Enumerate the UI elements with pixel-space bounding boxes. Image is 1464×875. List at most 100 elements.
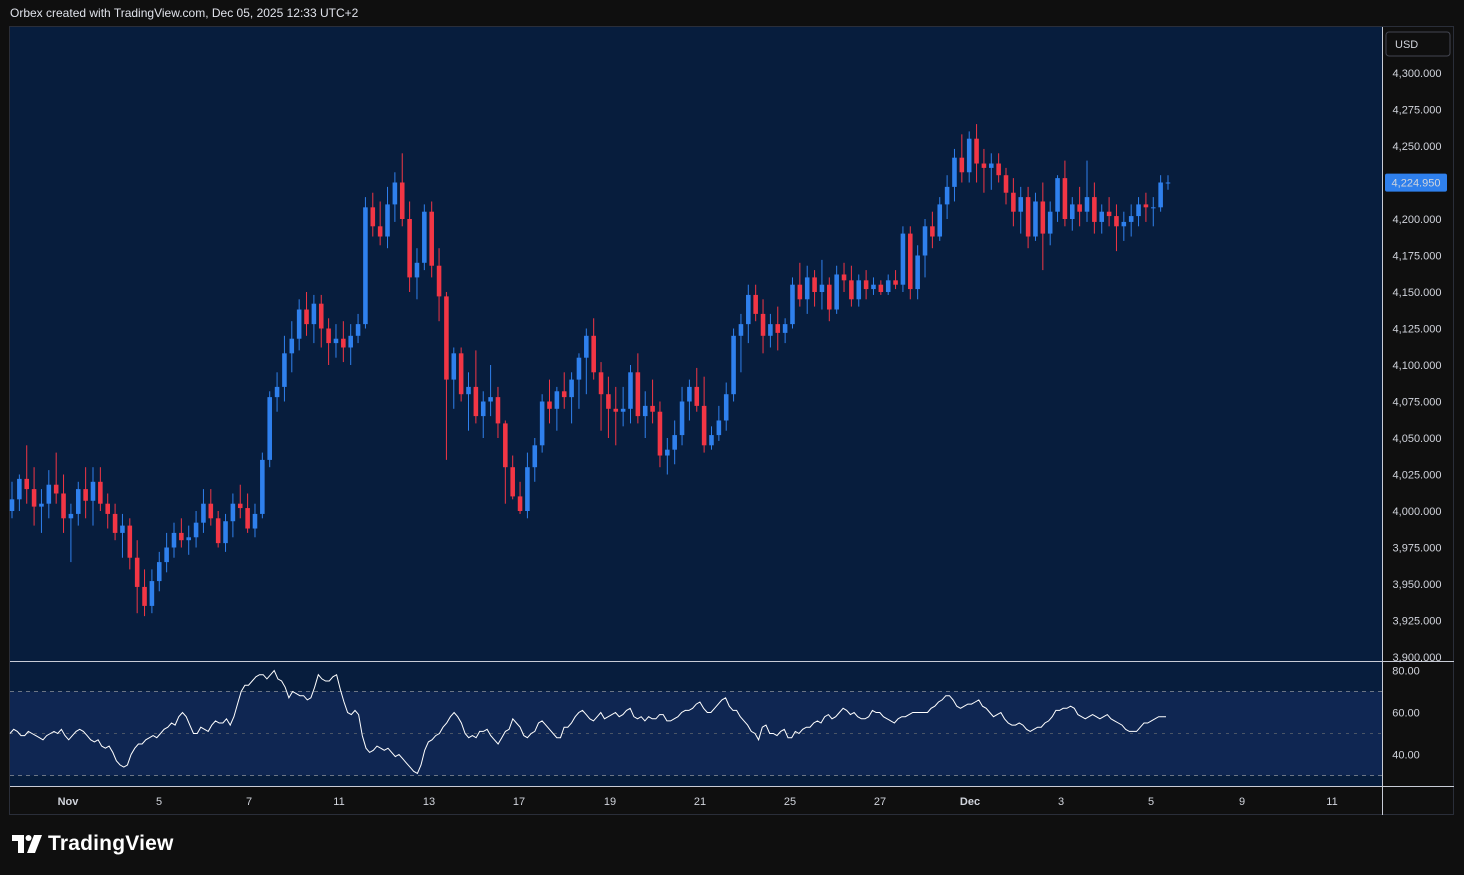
time-tick-label: 9	[1239, 796, 1245, 808]
candle	[915, 245, 920, 300]
candle-body	[444, 296, 449, 380]
candle-body	[900, 233, 906, 285]
candle	[326, 318, 331, 365]
candle-body	[547, 401, 552, 409]
last-price-badge: 4,224.950	[1385, 173, 1447, 192]
candle-body	[863, 280, 869, 290]
candle	[922, 219, 928, 278]
candle	[1011, 178, 1016, 227]
candle	[392, 172, 398, 222]
candle-body	[723, 394, 729, 421]
candle-body	[179, 532, 184, 541]
candle	[1121, 211, 1127, 241]
price-tick-label: 4,300.000	[1393, 68, 1442, 80]
candle-body	[252, 513, 258, 529]
currency-label[interactable]: USD	[1395, 39, 1418, 51]
candle-body	[944, 186, 950, 205]
candle-body	[377, 226, 383, 237]
price-tick-label: 4,200.000	[1393, 214, 1442, 226]
candle	[517, 481, 523, 514]
candle	[75, 481, 81, 526]
candle-body	[61, 493, 66, 519]
rsi-axis[interactable]: 80.00 60.00 40.00	[1392, 666, 1420, 762]
candle	[716, 405, 722, 441]
candle	[782, 318, 788, 344]
candle-body	[996, 163, 1001, 176]
candle-body	[31, 489, 37, 507]
candle-body	[120, 525, 125, 533]
currency-box[interactable]	[1385, 31, 1451, 57]
candle	[215, 511, 221, 548]
candle-body	[679, 401, 685, 436]
candle-body	[657, 411, 663, 456]
price-tick-label: 3,950.000	[1393, 579, 1442, 591]
candle	[1025, 186, 1031, 249]
candle-body	[127, 525, 133, 558]
candle	[510, 455, 515, 500]
time-axis[interactable]: Nov 5 7 11 13 17 19 21 25 27 Dec 3 5 9 11	[58, 796, 1338, 808]
candle-body	[937, 204, 943, 237]
candle	[385, 186, 390, 249]
candle-body	[694, 386, 700, 406]
candle-body	[841, 274, 847, 281]
candle	[355, 313, 361, 344]
candle	[679, 386, 685, 446]
candle	[451, 347, 457, 409]
candle	[260, 452, 265, 519]
price-pane[interactable]	[10, 27, 1383, 661]
candle	[208, 489, 214, 526]
candle-body	[908, 233, 913, 290]
candle	[642, 391, 648, 438]
candle	[46, 470, 52, 519]
candle-body	[98, 481, 103, 504]
candle	[134, 540, 140, 614]
candle	[672, 420, 677, 465]
candle	[539, 394, 545, 453]
candle-body	[834, 274, 839, 310]
candle-body	[429, 211, 434, 266]
candle	[24, 445, 30, 504]
candle	[127, 518, 133, 570]
candle-body	[525, 467, 530, 511]
candle-body	[974, 138, 979, 164]
candle	[1150, 197, 1156, 227]
price-tick-label: 3,975.000	[1393, 543, 1442, 555]
candle-body	[1165, 182, 1171, 184]
tradingview-logo[interactable]: TradingView	[12, 832, 174, 856]
last-price-box	[1385, 173, 1447, 192]
time-tick-label: 3	[1058, 796, 1064, 808]
candle-body	[517, 496, 523, 511]
candle-body	[436, 265, 442, 297]
candle	[1106, 197, 1112, 227]
candle	[834, 265, 839, 314]
candle-body	[105, 503, 111, 514]
candles	[9, 124, 1171, 617]
candle-body	[326, 328, 331, 344]
candle	[584, 328, 589, 395]
candle-body	[753, 294, 758, 314]
price-tick-label: 4,100.000	[1393, 360, 1442, 372]
currency-button[interactable]: USD	[1385, 31, 1451, 57]
candle	[893, 270, 898, 290]
candle-body	[915, 255, 920, 290]
candle	[996, 153, 1001, 183]
time-tick-label: 25	[784, 796, 796, 808]
candle-body	[885, 280, 891, 292]
candle	[120, 513, 125, 558]
candle	[399, 153, 405, 227]
candle-body	[606, 394, 611, 409]
candle	[333, 324, 339, 358]
candle	[620, 386, 626, 427]
candle-body	[510, 467, 515, 497]
candle-body	[797, 284, 803, 300]
candle-body	[466, 386, 471, 395]
candle	[149, 569, 155, 614]
candle	[591, 318, 596, 380]
candle-body	[215, 518, 221, 544]
price-axis[interactable]: 4,300.0004,275.0004,250.0004,225.0004,20…	[1393, 68, 1442, 664]
candle	[944, 175, 950, 219]
candle	[525, 452, 530, 519]
candle-body	[75, 489, 81, 514]
candle-body	[1128, 216, 1134, 222]
